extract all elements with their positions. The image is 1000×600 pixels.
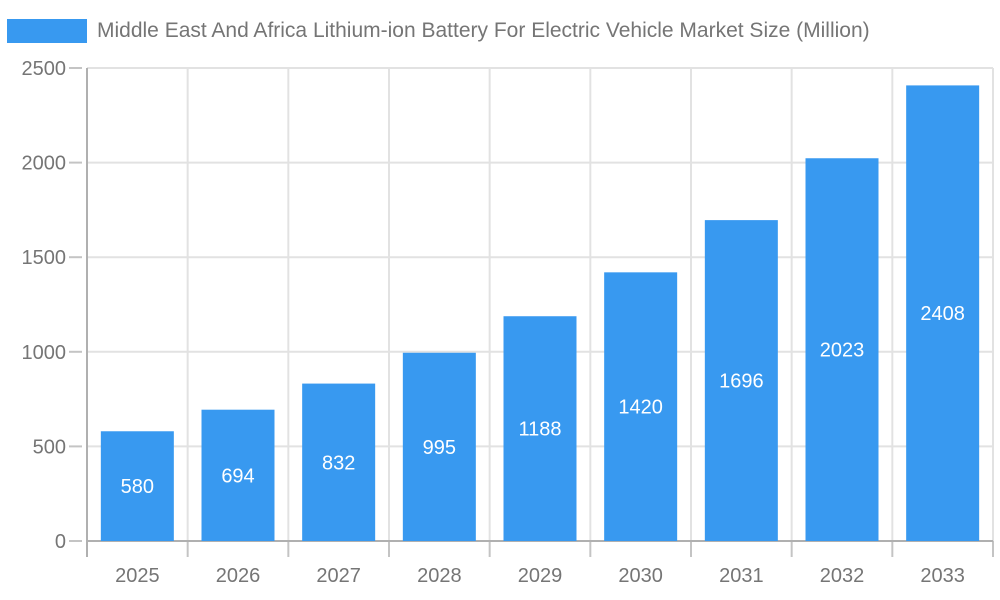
x-tick-label: 2026 (216, 565, 261, 587)
x-tick-label: 2033 (920, 565, 965, 587)
bar-value-label: 2023 (820, 340, 865, 362)
legend-swatch (7, 19, 87, 43)
x-tick-label: 2027 (316, 565, 361, 587)
bar (201, 409, 275, 541)
legend: Middle East And Africa Lithium-ion Batte… (7, 19, 870, 43)
y-tick-label: 1500 (22, 247, 67, 269)
bar (302, 383, 376, 541)
x-tick-label: 2030 (618, 565, 663, 587)
y-tick-label: 1000 (22, 342, 67, 364)
x-tick-label: 2028 (417, 565, 462, 587)
x-tick-label: 2031 (719, 565, 764, 587)
bar-value-label: 694 (221, 465, 254, 487)
x-tick-label: 2032 (820, 565, 865, 587)
bar-value-label: 995 (423, 437, 456, 459)
bar (503, 316, 577, 541)
bar (402, 352, 476, 541)
x-tick-label: 2029 (518, 565, 563, 587)
y-tick-label: 2000 (22, 153, 67, 175)
bar-value-label: 832 (322, 452, 355, 474)
bar (805, 158, 879, 541)
bar (906, 85, 980, 541)
bar-value-label: 1420 (618, 397, 663, 419)
bar-value-label: 1188 (518, 419, 561, 441)
bar (604, 272, 678, 541)
bar (100, 431, 174, 541)
y-tick-label: 500 (33, 436, 66, 458)
x-tick-label: 2025 (115, 565, 160, 587)
y-tick-label: 0 (55, 531, 66, 553)
bar (704, 220, 778, 541)
y-tick-label: 2500 (22, 58, 67, 80)
bar-value-label: 1696 (719, 371, 764, 393)
bar-value-label: 580 (121, 476, 154, 498)
bar-value-label: 2408 (920, 303, 965, 325)
chart-title: Middle East And Africa Lithium-ion Batte… (97, 19, 870, 42)
